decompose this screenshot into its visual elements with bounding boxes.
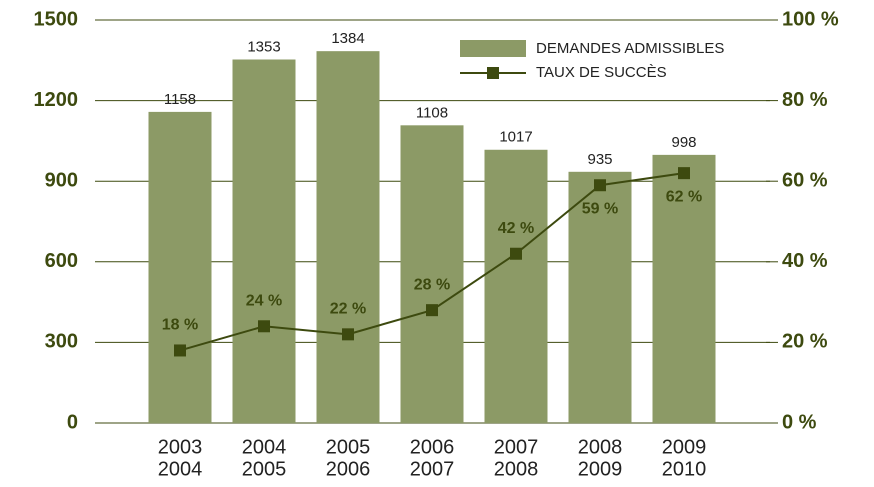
legend-marker — [487, 67, 499, 79]
line-value-label: 22 % — [330, 301, 366, 318]
bar — [316, 51, 380, 423]
bar — [148, 111, 212, 423]
bar-value-label: 1108 — [416, 104, 448, 121]
bar — [400, 125, 464, 424]
bar — [568, 171, 632, 423]
bar-value-label: 935 — [587, 151, 612, 168]
x-tick-label: 2009 — [578, 458, 623, 480]
bar-value-label: 998 — [671, 134, 696, 151]
bar-value-label: 1353 — [247, 38, 280, 55]
y-tick-label: 600 — [45, 250, 78, 272]
y2-tick-label: 80 % — [782, 89, 828, 111]
legend-label: TAUX DE SUCCÈS — [536, 64, 667, 81]
line-marker — [510, 247, 522, 260]
legend-swatch — [460, 40, 526, 57]
line-marker — [174, 344, 186, 357]
line-marker — [258, 320, 270, 333]
line-value-label: 28 % — [414, 276, 450, 293]
y2-tick-label: 0 % — [782, 411, 817, 433]
y2-tick-label: 60 % — [782, 169, 828, 191]
y2-tick-label: 100 % — [782, 8, 839, 30]
line-value-label: 24 % — [246, 292, 282, 309]
x-tick-label: 2009 — [662, 436, 707, 458]
x-tick-label: 2008 — [578, 436, 623, 458]
bar-value-label: 1384 — [331, 30, 364, 47]
bar — [232, 59, 296, 424]
bar — [484, 149, 548, 424]
x-tick-label: 2005 — [326, 436, 371, 458]
y-tick-label: 900 — [45, 169, 78, 191]
bar-value-label: 1158 — [164, 91, 196, 108]
x-tick-label: 2004 — [242, 436, 287, 458]
x-tick-label: 2004 — [158, 458, 203, 480]
line-marker — [426, 304, 438, 317]
legend-label: DEMANDES ADMISSIBLES — [536, 40, 724, 57]
line-value-label: 18 % — [162, 317, 198, 334]
line-value-label: 59 % — [582, 200, 618, 217]
x-tick-label: 2010 — [662, 458, 707, 480]
y-tick-label: 300 — [45, 331, 78, 353]
y2-tick-label: 20 % — [782, 331, 828, 353]
bar — [652, 154, 716, 423]
y2-tick-label: 40 % — [782, 250, 828, 272]
bar-value-label: 1017 — [499, 129, 532, 146]
x-tick-label: 2006 — [326, 458, 371, 480]
x-tick-label: 2005 — [242, 458, 287, 480]
line-value-label: 42 % — [498, 220, 534, 237]
x-tick-label: 2007 — [494, 436, 539, 458]
x-tick-label: 2008 — [494, 458, 539, 480]
y-tick-label: 1500 — [34, 8, 79, 30]
line-value-label: 62 % — [666, 188, 702, 205]
y-tick-label: 1200 — [34, 89, 79, 111]
line-marker — [342, 328, 354, 341]
x-tick-label: 2006 — [410, 436, 455, 458]
line-marker — [594, 179, 606, 192]
x-tick-label: 2007 — [410, 458, 455, 480]
y-tick-label: 0 — [67, 411, 78, 433]
line-marker — [678, 167, 690, 180]
x-tick-label: 2003 — [158, 436, 203, 458]
